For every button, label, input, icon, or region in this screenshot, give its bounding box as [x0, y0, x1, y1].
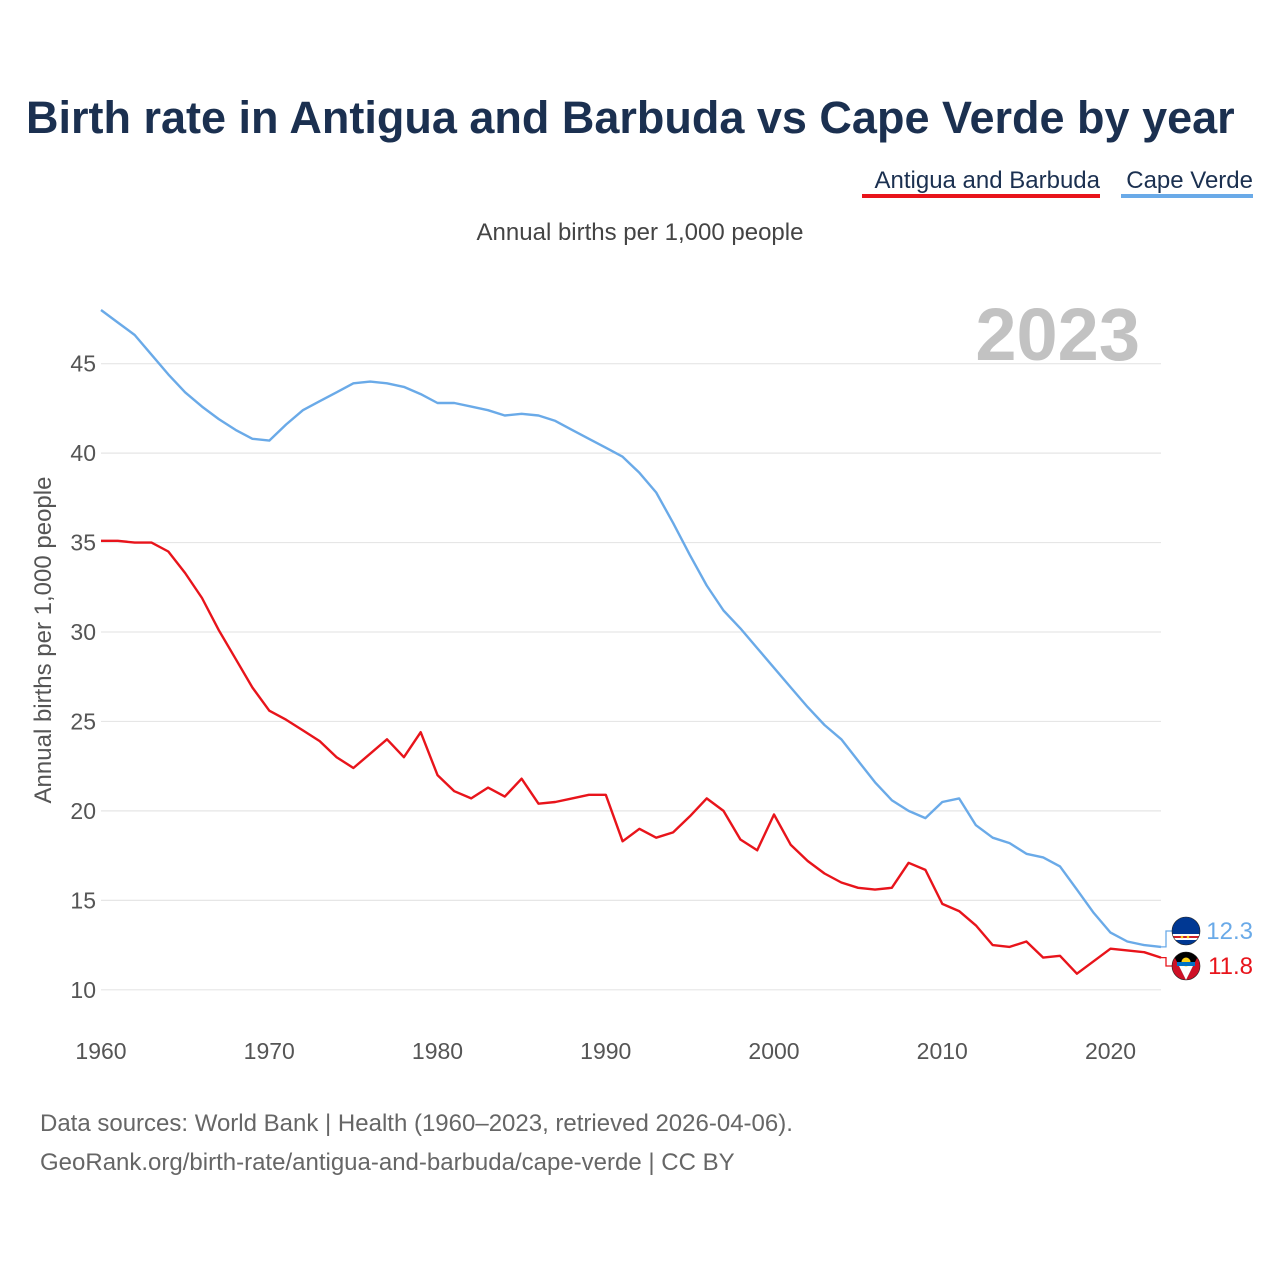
end-markers: 11.8 12.3 — [1161, 916, 1253, 981]
chart-subtitle: Annual births per 1,000 people — [477, 219, 804, 246]
y-tick-15: 15 — [70, 887, 96, 913]
legend-label-antigua: Antigua and Barbuda — [874, 167, 1100, 194]
antigua-flag-icon — [1171, 951, 1201, 981]
chart-title: Birth rate in Antigua and Barbuda vs Cap… — [26, 92, 1235, 143]
series-lines — [100, 309, 1162, 975]
x-tick-1960: 1960 — [75, 1038, 126, 1064]
x-tick-1970: 1970 — [244, 1038, 295, 1064]
y-tick-20: 20 — [70, 798, 96, 824]
x-tick-2010: 2010 — [917, 1038, 968, 1064]
y-tick-40: 40 — [70, 440, 96, 466]
x-tick-1980: 1980 — [412, 1038, 463, 1064]
x-tick-2000: 2000 — [748, 1038, 799, 1064]
series-line-antigua-and-barbuda — [101, 539, 1162, 975]
legend-swatch-cape-verde — [1121, 194, 1253, 198]
y-tick-45: 45 — [70, 351, 96, 377]
connector-antigua-and-barbuda — [1161, 956, 1172, 967]
y-tick-25: 25 — [70, 708, 96, 734]
gridlines — [101, 363, 1161, 991]
cape-verde-flag-icon — [1171, 916, 1201, 946]
y-tick-10: 10 — [70, 977, 96, 1003]
series-line-cape-verde — [100, 309, 1162, 949]
x-tick-1990: 1990 — [580, 1038, 631, 1064]
current-year-label: 2023 — [975, 293, 1140, 376]
end-value-antigua-and-barbuda: 11.8 — [1208, 953, 1253, 980]
legend: Antigua and Barbuda Cape Verde — [862, 167, 1253, 198]
footer-sources: Data sources: World Bank | Health (1960–… — [40, 1110, 793, 1137]
legend-label-cape-verde: Cape Verde — [1126, 167, 1253, 194]
connector-cape-verde — [1161, 930, 1172, 948]
y-tick-labels: 10 15 20 25 30 35 40 45 — [70, 351, 96, 1003]
footer-url: GeoRank.org/birth-rate/antigua-and-barbu… — [40, 1149, 735, 1176]
x-tick-2020: 2020 — [1085, 1038, 1136, 1064]
end-value-cape-verde: 12.3 — [1206, 918, 1253, 945]
y-tick-35: 35 — [70, 530, 96, 556]
y-axis-label: Annual births per 1,000 people — [30, 477, 57, 804]
x-tick-labels: 1960 1970 1980 1990 2000 2010 2020 — [75, 1038, 1136, 1064]
legend-swatch-antigua — [862, 194, 1100, 198]
y-tick-30: 30 — [70, 619, 96, 645]
